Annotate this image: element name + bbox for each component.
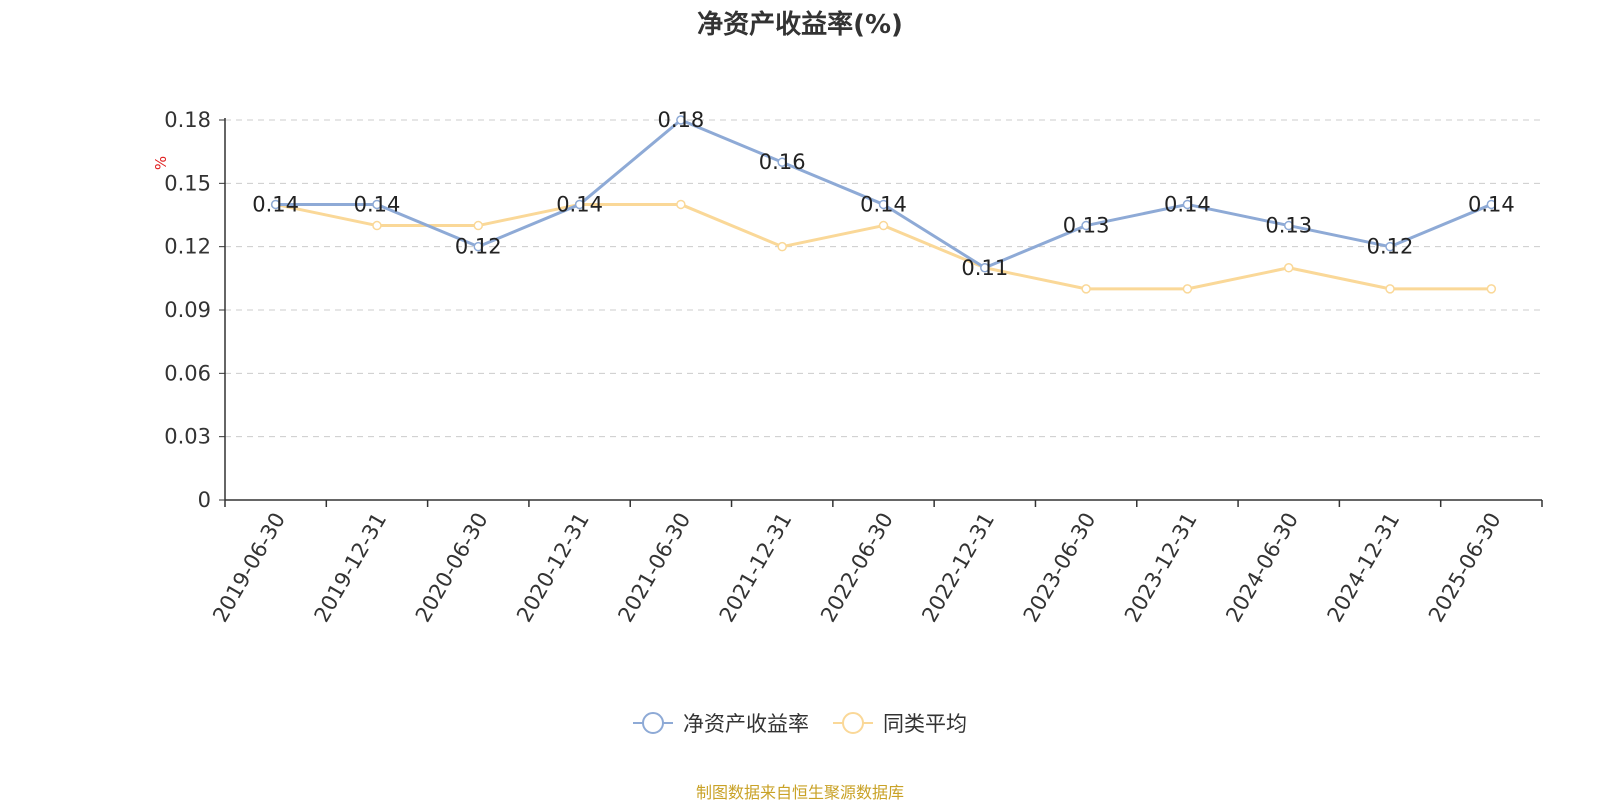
x-tick-label: 2019-12-31 bbox=[309, 509, 391, 627]
data-point bbox=[676, 199, 686, 210]
data-label: 0.14 bbox=[860, 192, 907, 216]
x-tick-label: 2021-06-30 bbox=[613, 509, 695, 627]
data-point bbox=[270, 199, 281, 210]
data-point bbox=[1182, 284, 1193, 294]
data-point bbox=[878, 199, 889, 210]
x-tick-label: 2019-06-30 bbox=[208, 509, 290, 627]
legend-avg-icon bbox=[833, 712, 873, 734]
x-tick-label: 2022-06-30 bbox=[816, 509, 898, 627]
x-tick-label: 2023-06-30 bbox=[1019, 509, 1101, 627]
y-tick-label: 0.06 bbox=[164, 361, 211, 385]
y-axis-label: % bbox=[152, 156, 170, 170]
data-point bbox=[473, 241, 484, 252]
data-label: 0.12 bbox=[1367, 235, 1414, 259]
data-point bbox=[1081, 284, 1091, 294]
x-tick-label: 2022-12-31 bbox=[917, 509, 999, 627]
y-tick-label: 0.15 bbox=[164, 171, 211, 195]
data-point bbox=[1283, 220, 1294, 231]
data-point bbox=[980, 263, 990, 273]
x-tick-label: 2024-06-30 bbox=[1221, 509, 1303, 627]
data-point bbox=[777, 241, 787, 252]
data-point bbox=[1283, 263, 1294, 273]
data-label: 0.11 bbox=[961, 256, 1008, 280]
x-tick-label: 2023-12-31 bbox=[1120, 509, 1202, 627]
data-label: 0.12 bbox=[455, 235, 502, 259]
data-label: 0.14 bbox=[1164, 192, 1211, 216]
data-point bbox=[1081, 220, 1091, 231]
data-point bbox=[878, 220, 889, 231]
data-label: 0.13 bbox=[1063, 214, 1110, 238]
data-label: 0.14 bbox=[354, 192, 401, 216]
y-tick-label: 0.18 bbox=[164, 108, 211, 132]
data-point bbox=[1486, 199, 1497, 210]
y-tick-label: 0.12 bbox=[164, 235, 211, 259]
data-point bbox=[1385, 241, 1395, 252]
legend-avg-label: 同类平均 bbox=[883, 712, 967, 736]
data-label: 0.14 bbox=[1468, 192, 1515, 216]
data-point bbox=[1385, 284, 1395, 294]
data-point bbox=[777, 157, 787, 167]
y-tick-label: 0 bbox=[198, 488, 211, 512]
data-point bbox=[473, 220, 484, 231]
x-tick-label: 2025-06-30 bbox=[1424, 509, 1506, 627]
data-label: 0.16 bbox=[759, 150, 806, 174]
x-tick-label: 2020-12-31 bbox=[512, 509, 594, 627]
chart-title: 净资产收益率(%) bbox=[697, 10, 903, 40]
x-tick-label: 2024-12-31 bbox=[1323, 509, 1405, 627]
x-tick-label: 2020-06-30 bbox=[411, 509, 493, 627]
data-point bbox=[574, 199, 585, 210]
data-label: 0.14 bbox=[252, 192, 299, 216]
legend-roe-label: 净资产收益率 bbox=[683, 712, 809, 736]
data-label: 0.18 bbox=[658, 108, 705, 132]
x-tick-label: 2021-12-31 bbox=[715, 509, 797, 627]
data-point bbox=[372, 220, 382, 231]
data-point bbox=[1486, 284, 1497, 294]
y-tick-label: 0.03 bbox=[164, 425, 211, 449]
data-point bbox=[676, 115, 686, 125]
data-label: 0.14 bbox=[556, 192, 603, 216]
legend: 净资产收益率 同类平均 bbox=[0, 708, 1600, 738]
data-point bbox=[372, 199, 382, 210]
data-source-note: 制图数据来自恒生聚源数据库 bbox=[695, 783, 904, 802]
legend-roe-icon bbox=[633, 712, 673, 734]
legend-item-roe[interactable]: 净资产收益率 bbox=[633, 708, 809, 738]
data-point bbox=[1182, 199, 1193, 210]
legend-item-avg[interactable]: 同类平均 bbox=[833, 708, 967, 738]
data-label: 0.13 bbox=[1265, 214, 1312, 238]
y-tick-label: 0.09 bbox=[164, 298, 211, 322]
